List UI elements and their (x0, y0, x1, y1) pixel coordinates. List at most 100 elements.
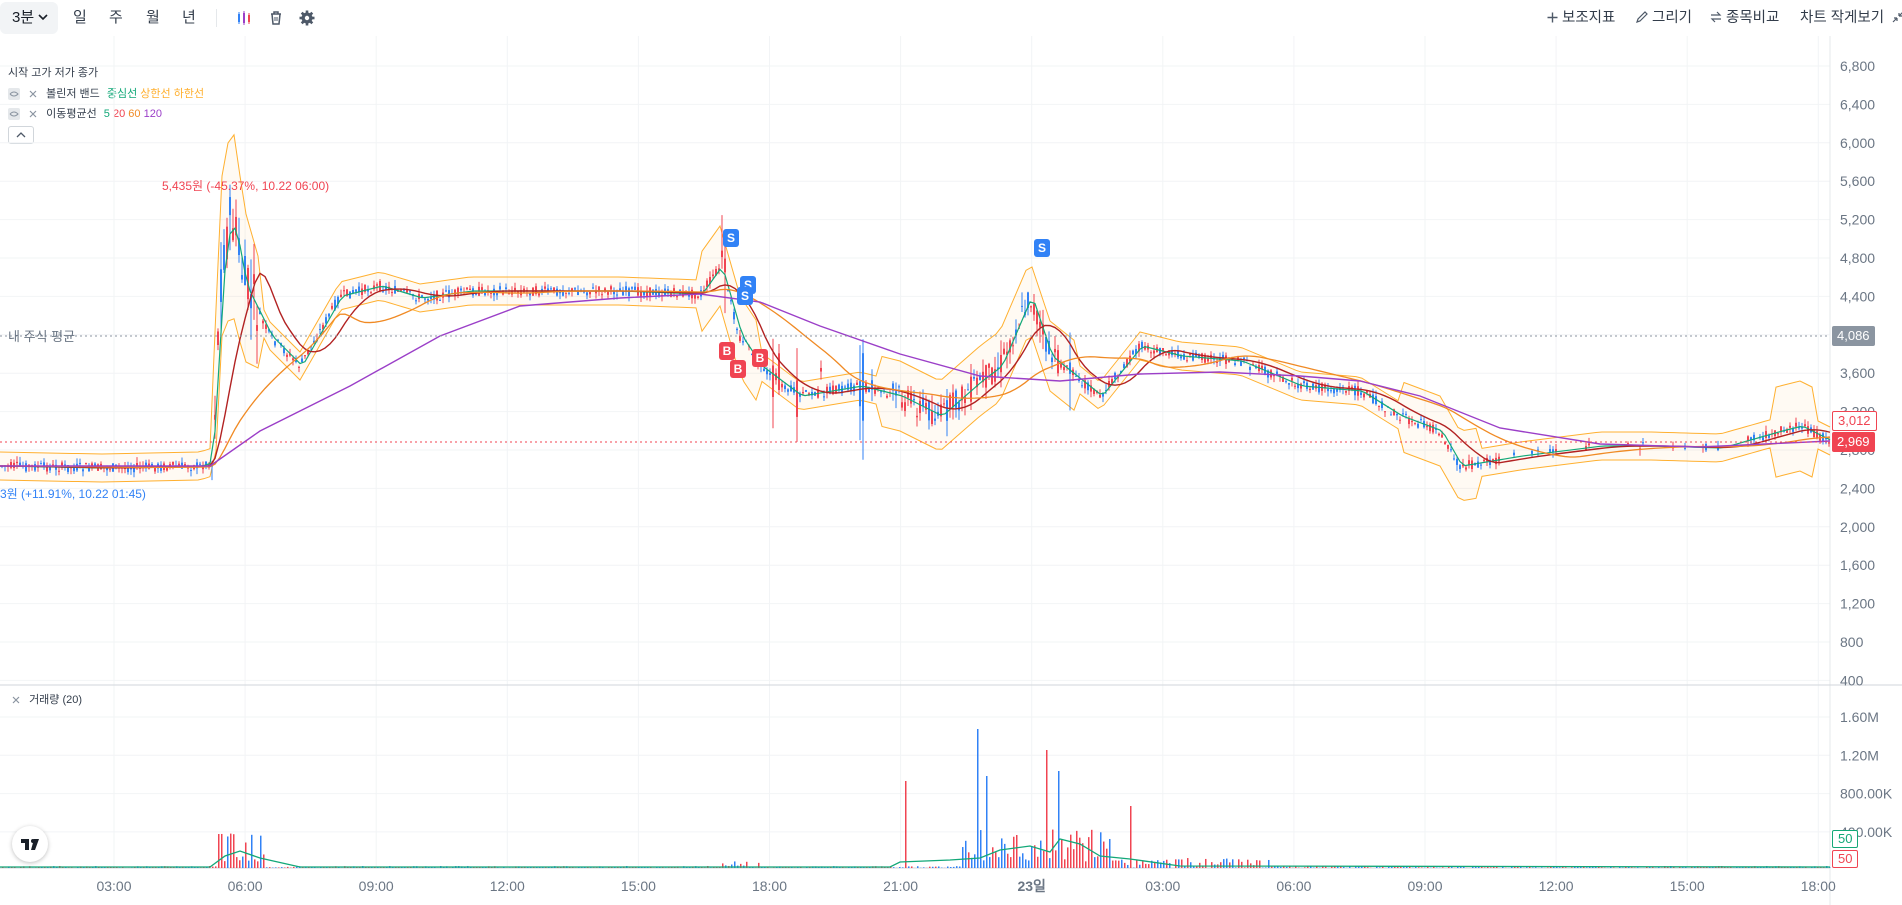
candle-body (835, 385, 837, 393)
candle-body (391, 292, 393, 294)
volume-bar (650, 867, 652, 868)
volume-bar (491, 867, 493, 868)
candle-body (376, 284, 378, 286)
volume-bar (1691, 867, 1693, 868)
volume-bar (1277, 866, 1279, 868)
volume-bar (1097, 856, 1099, 868)
period-year-button[interactable]: 년 (182, 9, 196, 26)
buy-marker[interactable]: B (719, 342, 735, 360)
eye-off-icon[interactable] (8, 88, 20, 101)
volume-bar (917, 866, 919, 868)
candle-body (1498, 456, 1500, 462)
volume-bar (1223, 859, 1225, 868)
candle-body (133, 467, 135, 473)
candle-body (1435, 428, 1437, 430)
candle-body (796, 380, 798, 417)
legend-collapse-button[interactable] (8, 126, 34, 144)
candle-body (1240, 361, 1242, 366)
buy-marker[interactable]: B (752, 349, 768, 367)
period-week-button[interactable]: 주 (109, 9, 123, 26)
volume-bar (746, 861, 748, 868)
shrink-chart-button[interactable]: 차트 작게보기 (1800, 0, 1902, 36)
close-icon[interactable] (10, 694, 22, 706)
volume-bar (1745, 867, 1747, 868)
volume-bar (1382, 866, 1384, 868)
period-month-button[interactable]: 월 (146, 9, 160, 26)
candle-body (1186, 360, 1188, 362)
volume-bar (1658, 867, 1660, 868)
volume-bar (959, 866, 961, 868)
volume-bar (740, 863, 742, 868)
volume-bar (1304, 867, 1306, 868)
ma120-line (0, 293, 1831, 467)
volume-bar (1025, 859, 1027, 868)
volume-bar (842, 867, 844, 868)
candle-body (943, 403, 945, 405)
volume-bar (1337, 866, 1339, 868)
volume-bar (1631, 867, 1633, 868)
compare-button[interactable]: 종목비교 (1710, 0, 1779, 36)
candle-body (997, 367, 999, 370)
candle-body (514, 287, 516, 292)
candle-type-icon[interactable] (234, 8, 254, 28)
candle-body (319, 329, 321, 331)
candle-body (991, 367, 993, 385)
volume-bar (1682, 867, 1684, 868)
gear-icon[interactable] (297, 8, 317, 28)
candle-body (496, 292, 498, 296)
candle-body (565, 292, 567, 294)
candle-body (1753, 434, 1755, 441)
close-icon[interactable] (27, 108, 39, 120)
timeframe-selector[interactable]: 3분 (0, 2, 58, 34)
indicators-label: 보조지표 (1562, 10, 1616, 26)
candle-body (94, 463, 96, 467)
volume-bar (1232, 859, 1234, 868)
volume-bar (452, 867, 454, 868)
candle-body (439, 299, 441, 301)
candle-body (1531, 450, 1533, 454)
trash-icon[interactable] (266, 8, 286, 28)
price-chart[interactable]: 6,8006,4006,0005,6005,2004,8004,4004,000… (0, 36, 1902, 905)
shrink-icon (1892, 12, 1902, 23)
ohlc-legend: 시작 고가 저가 종가 (8, 67, 99, 79)
candle-body (1378, 405, 1380, 407)
volume-bar (1130, 806, 1132, 868)
volume-bar (1448, 866, 1450, 868)
period-day-button[interactable]: 일 (73, 9, 87, 26)
eye-off-icon[interactable] (8, 108, 20, 121)
candle-body (1441, 434, 1443, 438)
candle-body (1117, 376, 1119, 379)
volume-bar (1709, 867, 1711, 868)
volume-bar (620, 867, 622, 868)
candle-body (766, 370, 768, 375)
candle-body (778, 353, 780, 390)
volume-bar (1415, 866, 1417, 868)
plus-icon (1547, 12, 1558, 23)
volume-bar (263, 854, 265, 868)
draw-button[interactable]: 그리기 (1636, 0, 1692, 36)
volume-bar (1073, 849, 1075, 868)
indicators-button[interactable]: 보조지표 (1547, 0, 1615, 36)
volume-bar (1592, 866, 1594, 868)
close-icon[interactable] (27, 88, 39, 100)
time-axis-label: 23일 (1017, 878, 1045, 894)
candle-body (199, 463, 201, 465)
buy-marker[interactable]: B (730, 360, 746, 378)
volume-bar (1325, 866, 1327, 868)
volume-bar (1652, 866, 1654, 868)
candle-body (517, 291, 519, 294)
sell-marker[interactable]: S (723, 229, 739, 247)
volume-bar (1265, 867, 1267, 868)
sell-marker[interactable]: S (737, 287, 753, 305)
candle-body (622, 290, 624, 296)
tradingview-logo[interactable] (12, 826, 48, 862)
candle-body (1036, 310, 1038, 325)
sell-marker[interactable]: S (1034, 239, 1050, 257)
candle-body (253, 274, 255, 285)
volume-bar (11, 867, 13, 868)
candle-body (178, 463, 180, 466)
candle-body (1372, 394, 1374, 404)
candle-body (1801, 427, 1803, 429)
candle-body (694, 293, 696, 299)
